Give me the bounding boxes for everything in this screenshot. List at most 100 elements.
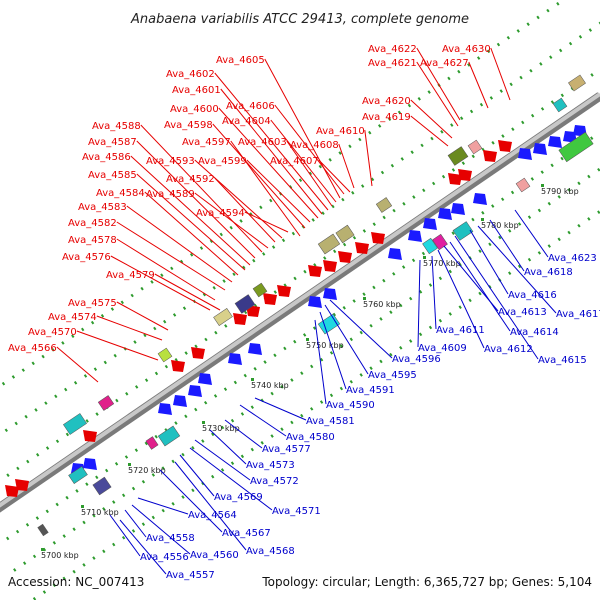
gene-label: Ava_4588 (92, 121, 141, 132)
gene-box (37, 523, 49, 537)
gene-label: Ava_4618 (524, 267, 573, 278)
label-leader-line (314, 319, 327, 405)
label-leader-line (136, 173, 246, 271)
gene-arrow (277, 285, 291, 297)
scale-tick-label: 5790 kbp (541, 187, 579, 196)
gene-label: Ava_4579 (106, 270, 155, 281)
label-leader-line (270, 119, 337, 203)
gene-arrow (308, 265, 322, 277)
map-title: Anabaena variabilis ATCC 29413, complete… (130, 12, 469, 27)
gene-arrow (483, 150, 497, 162)
gene-box (447, 146, 469, 166)
gene-label: Ava_4608 (290, 140, 339, 151)
scale-tick-label: 5700 kbp (41, 551, 79, 560)
scale-ticks: 5700 kbp 5710 kbp 5720 kbp 5730 kbp 5740 kbp… (41, 184, 579, 560)
label-leader-line (431, 255, 437, 330)
scale-tick-mark (306, 338, 309, 341)
label-leader-line (130, 155, 251, 266)
gene-features (5, 74, 594, 537)
label-leader-line (116, 221, 226, 291)
gene-label: Ava_4594 (196, 208, 245, 219)
scale-tick-mark (202, 421, 205, 424)
label-leader-line (116, 301, 169, 331)
gene-label: Ava_4556 (140, 552, 189, 563)
label-leader-line (477, 225, 557, 314)
gene-arrow (498, 140, 512, 152)
label-leader-line (109, 514, 141, 557)
gene-label: Ava_4573 (246, 460, 295, 471)
guide-line (0, 0, 567, 388)
gene-box (422, 237, 438, 255)
label-leader-line (116, 238, 216, 301)
gene-label: Ava_4599 (198, 156, 247, 167)
gene-box (552, 97, 568, 113)
gene-label: Ava_4596 (392, 354, 441, 365)
gene-label: Ava_4576 (62, 252, 111, 263)
label-leader-line (454, 235, 539, 360)
gene-label: Ava_4577 (262, 444, 311, 455)
gene-label: Ava_4627 (420, 58, 469, 69)
label-leader-line (174, 461, 247, 551)
gene-label: Ava_4584 (96, 188, 145, 199)
gene-label: Ava_4586 (82, 152, 131, 163)
gene-label: Ava_4592 (166, 174, 215, 185)
scale-tick-label: 5780 kbp (481, 221, 519, 230)
label-leader-line (437, 249, 485, 349)
gene-label: Ava_4568 (246, 546, 295, 557)
gene-arrow (408, 230, 422, 242)
gene-arrow (338, 251, 352, 263)
gene-label: Ava_4578 (68, 235, 117, 246)
gene-arrow (191, 347, 205, 359)
gene-label: Ava_4572 (250, 476, 299, 487)
label-leader-line (119, 519, 167, 575)
gene-arrow (228, 353, 242, 365)
gene-arrow (83, 430, 97, 442)
gene-arrow (233, 313, 247, 325)
gene-arrow (388, 248, 402, 260)
gene-arrow (458, 169, 472, 181)
label-leader-line (244, 211, 289, 233)
scale-tick-mark (481, 218, 484, 221)
gene-label: Ava_4619 (362, 112, 411, 123)
gene-label: Ava_4587 (88, 137, 137, 148)
gene-arrow (171, 360, 185, 372)
label-leader-line (490, 47, 511, 101)
label-leader-line (56, 346, 99, 383)
label-leader-line (131, 504, 191, 555)
gene-arrow (355, 242, 369, 254)
gene-label: Ava_4602 (166, 69, 215, 80)
gene-label: Ava_4581 (306, 416, 355, 427)
gene-box (375, 197, 393, 213)
gene-label: Ava_4567 (222, 528, 271, 539)
scale-tick-mark (541, 184, 544, 187)
scale-tick-label: 5730 kbp (202, 424, 240, 433)
gene-arrow (448, 173, 462, 185)
guide-line (32, 209, 600, 600)
label-leader-line (110, 255, 211, 311)
gene-label: Ava_4564 (188, 510, 237, 521)
label-leader-line (469, 229, 509, 295)
label-leader-line (214, 177, 276, 243)
label-leader-line (194, 159, 283, 239)
gene-arrow (15, 479, 29, 491)
scale-tick-mark (363, 297, 366, 300)
gene-arrow (5, 485, 19, 497)
gene-label: Ava_4566 (8, 343, 57, 354)
label-leader-line (154, 273, 221, 311)
gene-box (157, 425, 181, 447)
gene-label: Ava_4622 (368, 44, 417, 55)
gene-label: Ava_4614 (510, 327, 559, 338)
gene-arrow (308, 296, 322, 308)
gene-label: Ava_4590 (326, 400, 375, 411)
gene-label: Ava_4600 (170, 104, 219, 115)
gene-box (63, 413, 87, 435)
backbone-inner (0, 92, 600, 508)
genome-backbone (0, 92, 600, 513)
gene-box (157, 347, 173, 363)
label-leader-line (449, 241, 511, 332)
label-leader-line (416, 61, 459, 127)
gene-label: Ava_4580 (286, 432, 335, 443)
gene-label: Ava_4630 (442, 44, 491, 55)
gene-arrow (323, 260, 337, 272)
